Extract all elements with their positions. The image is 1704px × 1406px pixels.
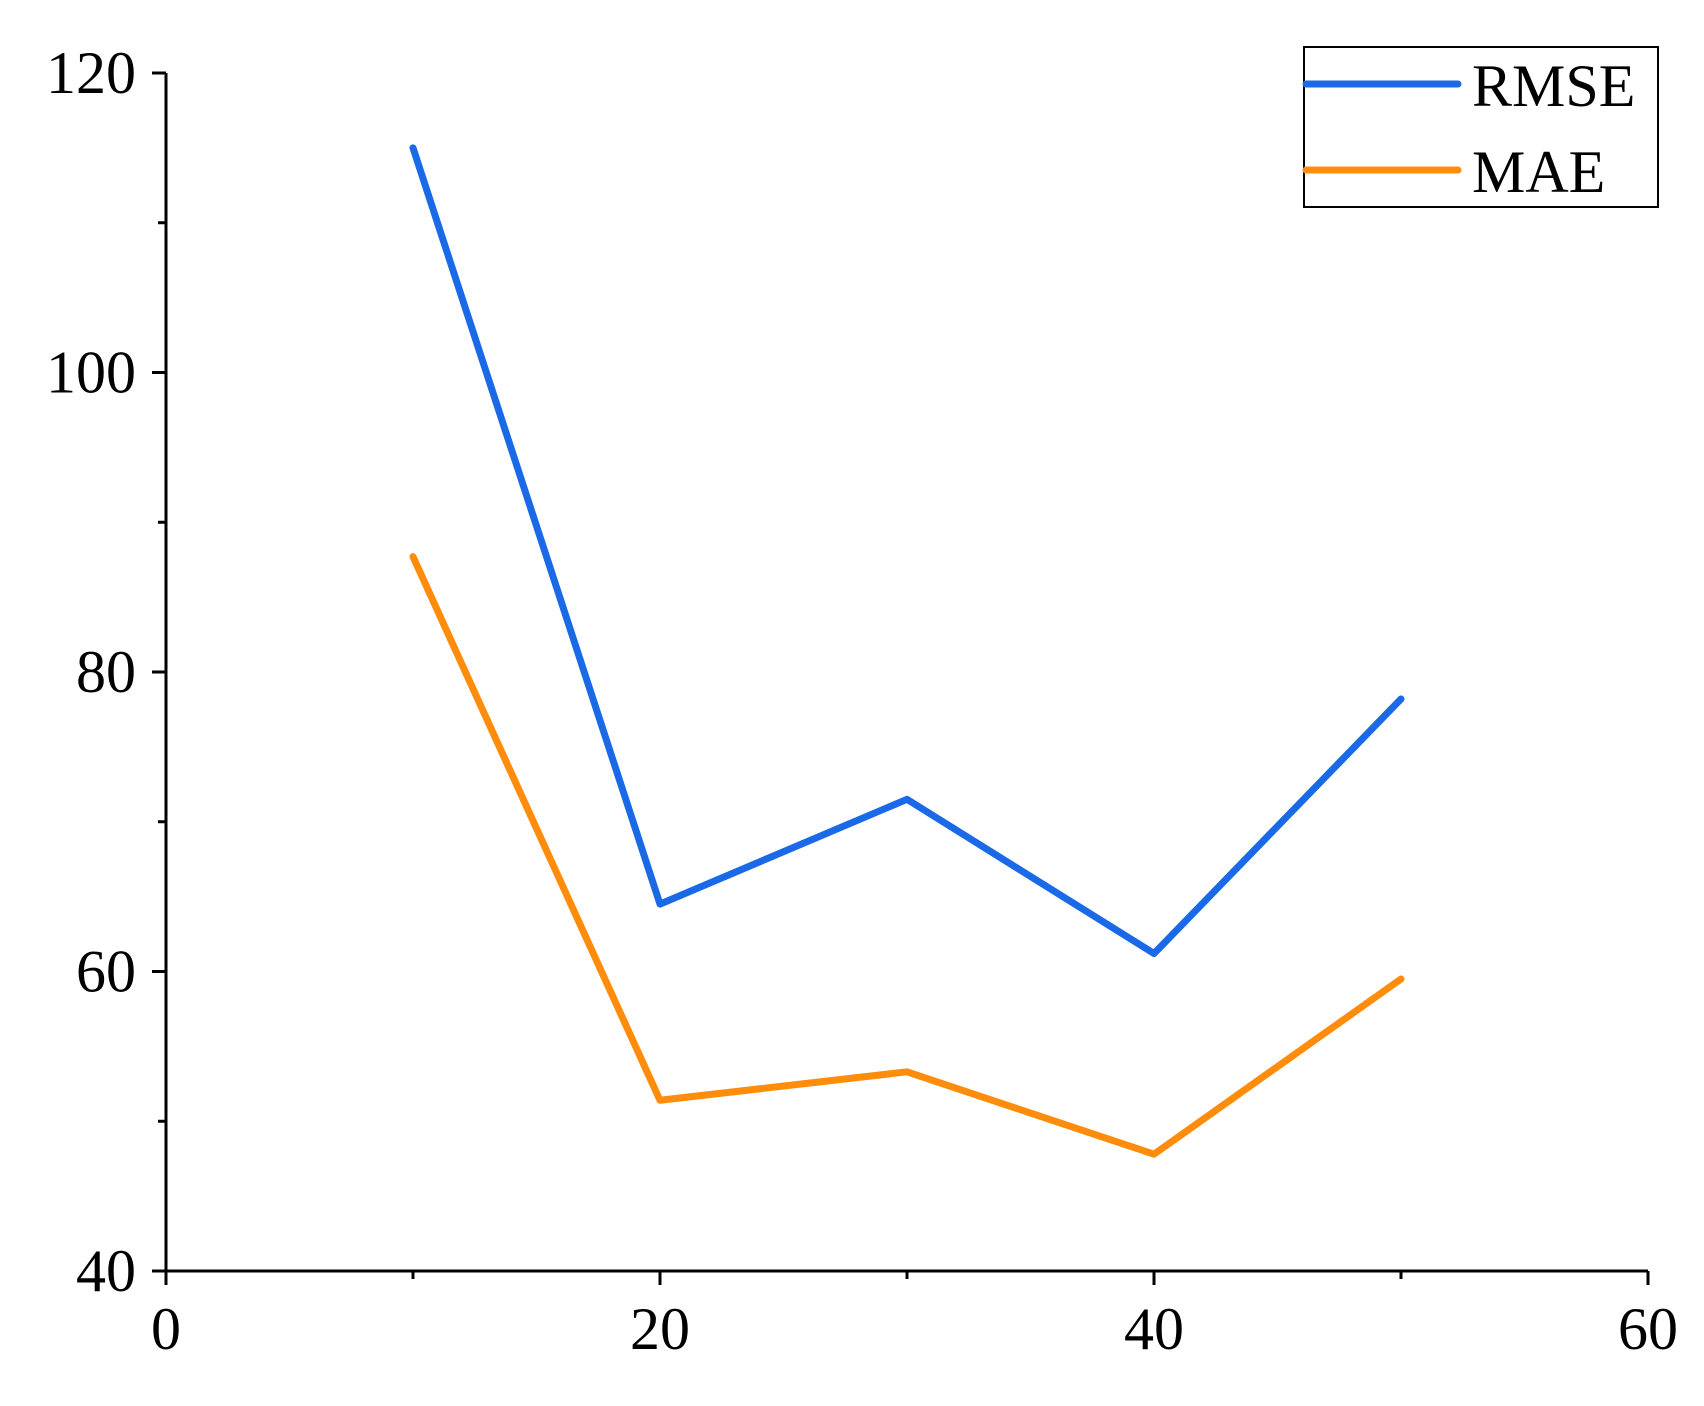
series-lines	[409, 144, 1405, 1158]
x-tick-label: 40	[1124, 1296, 1184, 1362]
legend-box	[1303, 46, 1659, 208]
series-line-mae	[409, 553, 1405, 1158]
axes: 0 20 40 60 40 60 80 100 120	[46, 40, 1678, 1362]
legend-label-mae: MAE	[1472, 139, 1605, 205]
legend-label-rmse: RMSE	[1472, 53, 1635, 119]
y-tick-label: 60	[76, 939, 136, 1005]
y-tick-label: 40	[76, 1238, 136, 1304]
y-tick-label: 120	[46, 40, 136, 106]
legend: RMSE MAE	[1302, 46, 1659, 208]
x-tick-label: 20	[630, 1296, 690, 1362]
x-tick-label: 0	[151, 1296, 181, 1362]
series-line-rmse	[409, 144, 1405, 958]
x-tick-label: 60	[1618, 1296, 1678, 1362]
y-tick-label: 80	[76, 639, 136, 705]
y-tick-label: 100	[46, 340, 136, 406]
